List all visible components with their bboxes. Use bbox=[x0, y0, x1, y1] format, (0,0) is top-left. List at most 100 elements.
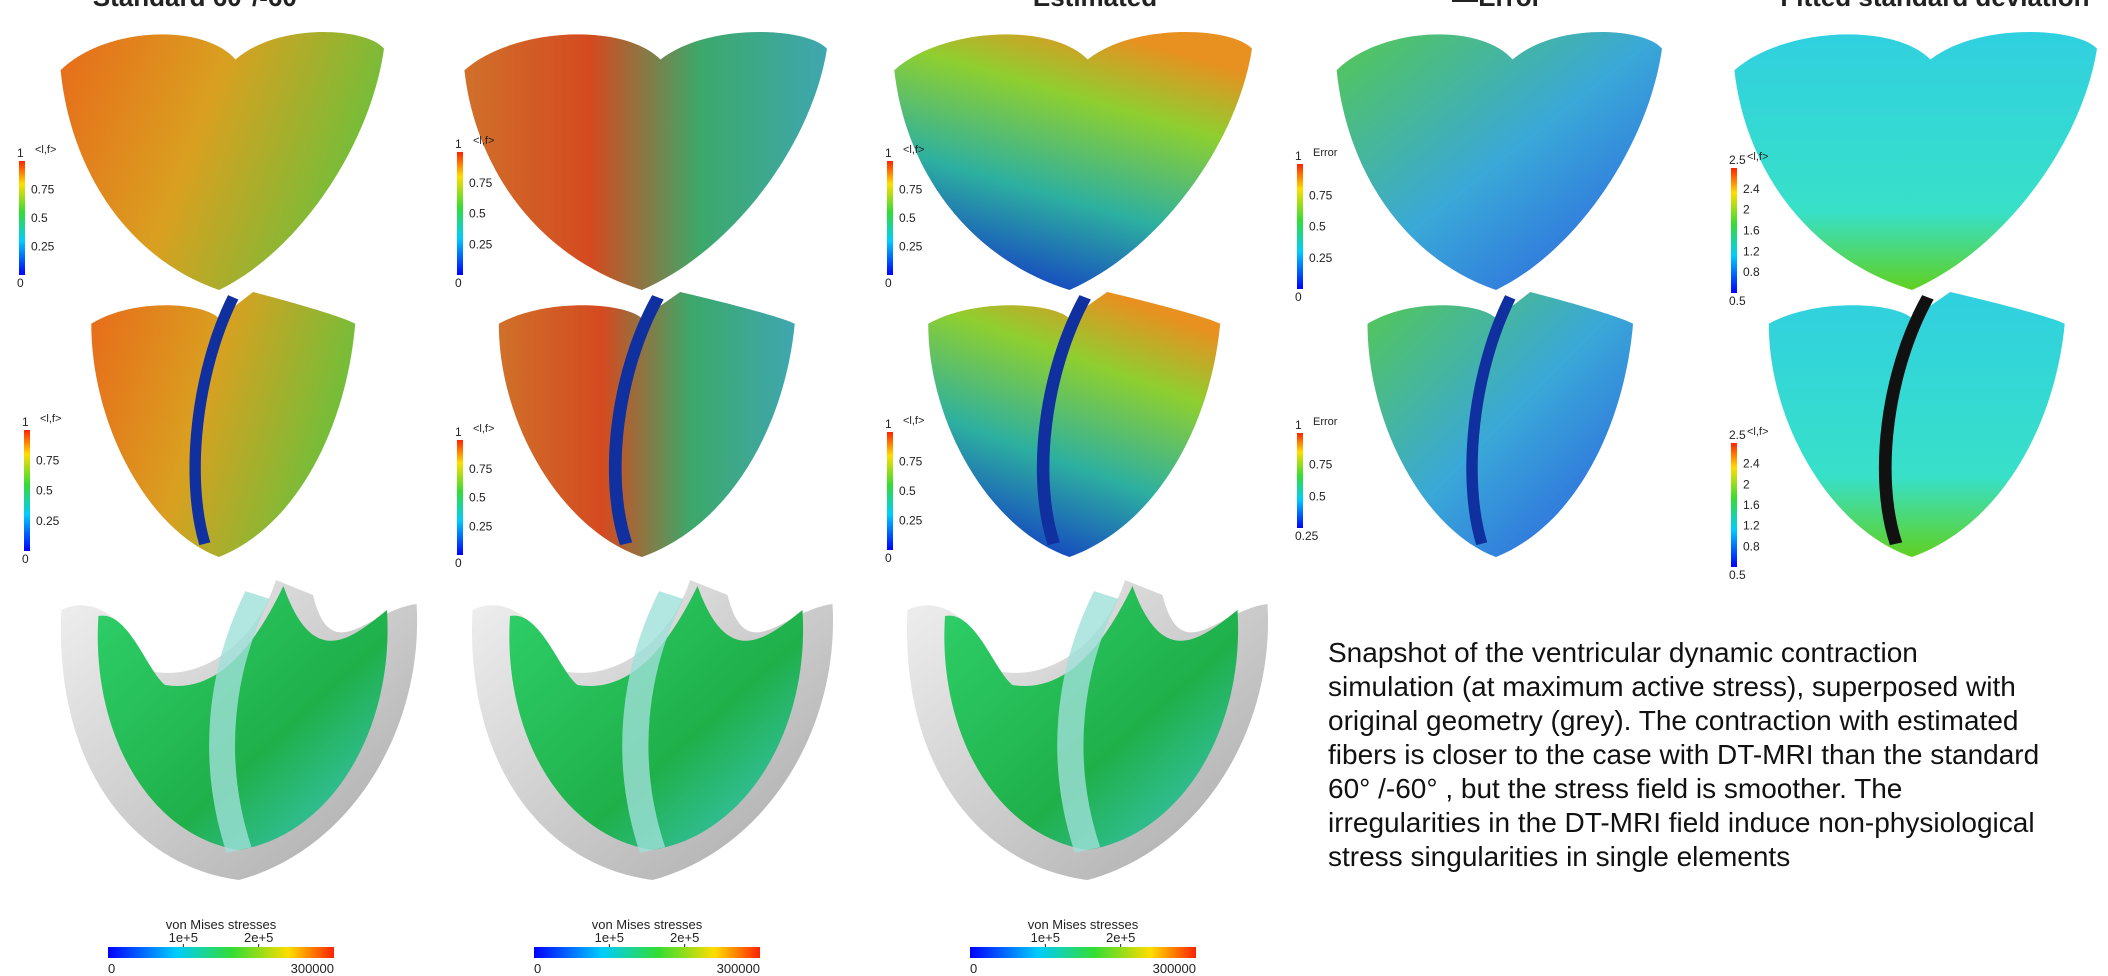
colorbar-label: <l,f> bbox=[903, 415, 924, 427]
colorbar-tick-label: 1 bbox=[1295, 149, 1302, 163]
column-title: Estimated bbox=[1033, 0, 1157, 12]
heart-section bbox=[1368, 292, 1634, 557]
colorbar-tick-label: 1 bbox=[1295, 418, 1302, 432]
colorbar-label: <l,f> bbox=[1747, 151, 1768, 163]
colorbar-tick-label: 1 bbox=[455, 137, 462, 151]
colorbar-tick-label: 0.5 bbox=[899, 484, 916, 498]
stressbar-tick-label: 2e+5 bbox=[1106, 930, 1135, 945]
colorbar-tick-label: 1.6 bbox=[1743, 498, 1760, 512]
stressbar bbox=[970, 947, 1196, 958]
colorbar-tick-label: 0.25 bbox=[469, 519, 493, 533]
column-title: Error bbox=[1478, 0, 1542, 12]
colorbar-tick-label: 0.8 bbox=[1743, 539, 1760, 553]
colorbar-label: <l,f> bbox=[473, 423, 494, 435]
stressbar-tick-label: 2e+5 bbox=[244, 930, 273, 945]
colorbar-label: Error bbox=[1313, 416, 1338, 428]
colorbar-tick-label: 0 bbox=[885, 551, 892, 565]
colorbar-tick-label: 0.75 bbox=[1309, 188, 1333, 202]
colorbar-tick-label: 0.75 bbox=[31, 183, 55, 197]
colorbar-tick-label: 0 bbox=[455, 276, 462, 290]
colorbar-tick-label: 0.5 bbox=[36, 484, 53, 498]
colorbar-tick-label: 0.25 bbox=[469, 237, 493, 251]
column-title: Fitted standard deviation bbox=[1780, 0, 2089, 12]
stressbar bbox=[534, 947, 760, 958]
colorbar-label: <l,f> bbox=[903, 144, 924, 156]
colorbar-tick-label: 1 bbox=[22, 415, 29, 429]
stressbar-min: 0 bbox=[108, 961, 115, 976]
colorbar bbox=[457, 440, 463, 555]
colorbar bbox=[24, 430, 30, 551]
colorbar bbox=[1731, 443, 1737, 567]
colorbar bbox=[1297, 164, 1303, 289]
colorbar bbox=[19, 161, 25, 275]
contraction-view bbox=[907, 580, 1268, 880]
heart-view bbox=[464, 32, 827, 290]
colorbar bbox=[887, 432, 893, 550]
colorbar-label: <l,f> bbox=[473, 135, 494, 147]
colorbar-tick-label: 0.5 bbox=[469, 491, 486, 505]
stressbar-tick-label: 1e+5 bbox=[595, 930, 624, 945]
colorbar-tick-label: 0.25 bbox=[1295, 529, 1319, 543]
heart-view bbox=[61, 32, 384, 290]
colorbar-tick-label: 0 bbox=[17, 276, 24, 290]
stressbar-min: 0 bbox=[534, 961, 541, 976]
colorbar-tick-label: 0.5 bbox=[1729, 568, 1746, 582]
heart-view bbox=[1337, 32, 1662, 290]
colorbar-tick-label: 0 bbox=[455, 556, 462, 570]
heart-surface bbox=[1734, 32, 2097, 290]
colorbar-tick-label: 0 bbox=[22, 552, 29, 566]
colorbar-label: <l,f> bbox=[40, 413, 61, 425]
legend-icon bbox=[1452, 0, 1478, 2]
figure-caption: Snapshot of the ventricular dynamic cont… bbox=[1328, 636, 2048, 874]
colorbar-tick-label: 0.5 bbox=[1309, 489, 1326, 503]
colorbar-tick-label: 1.2 bbox=[1743, 519, 1760, 533]
colorbar-tick-label: 0.8 bbox=[1743, 265, 1760, 279]
colorbar-tick-label: 0.5 bbox=[1729, 294, 1746, 308]
colorbar-label: Error bbox=[1313, 147, 1338, 159]
colorbar-tick-label: 1 bbox=[455, 425, 462, 439]
colorbar bbox=[457, 152, 463, 275]
colorbar-tick-label: 0.5 bbox=[1309, 220, 1326, 234]
stressbar-tick-label: 1e+5 bbox=[1031, 930, 1060, 945]
heart-texture bbox=[894, 32, 1252, 290]
stressbar-max: 300000 bbox=[1153, 961, 1196, 976]
colorbar bbox=[887, 161, 893, 275]
heart-view bbox=[894, 32, 1252, 290]
stressbar-min: 0 bbox=[970, 961, 977, 976]
colorbar-tick-label: 0.75 bbox=[469, 462, 493, 476]
heart-texture bbox=[61, 32, 384, 290]
stressbar-tick-label: 1e+5 bbox=[169, 930, 198, 945]
page: { "titles": ["Standard 60°/-60°", "Estim… bbox=[0, 0, 2108, 976]
colorbar-tick-label: 0 bbox=[1295, 290, 1302, 304]
colorbar-tick-label: 2.5 bbox=[1729, 153, 1746, 167]
colorbar-tick-label: 1 bbox=[885, 146, 892, 160]
colorbar-tick-label: 0.25 bbox=[36, 514, 60, 528]
heart-texture bbox=[1337, 32, 1662, 290]
heart-section bbox=[499, 292, 795, 557]
colorbar-tick-label: 0 bbox=[885, 276, 892, 290]
colorbar bbox=[1731, 168, 1737, 293]
colorbar-label: <l,f> bbox=[1747, 426, 1768, 438]
stressbar-tick-label: 2e+5 bbox=[670, 930, 699, 945]
colorbar-tick-label: 0.75 bbox=[1309, 458, 1333, 472]
colorbar-tick-label: 0.25 bbox=[899, 514, 923, 528]
colorbar-tick-label: 0.5 bbox=[899, 211, 916, 225]
colorbar-tick-label: 2.4 bbox=[1743, 182, 1760, 196]
colorbar-tick-label: 1.6 bbox=[1743, 224, 1760, 238]
heart-section bbox=[91, 292, 355, 557]
contraction-view bbox=[61, 580, 417, 880]
colorbar bbox=[1297, 433, 1303, 528]
colorbar-tick-label: 2.4 bbox=[1743, 457, 1760, 471]
colorbar-tick-label: 0.75 bbox=[899, 455, 923, 469]
colorbar-tick-label: 2.5 bbox=[1729, 428, 1746, 442]
colorbar-tick-label: 0.75 bbox=[469, 176, 493, 190]
heart-texture bbox=[464, 32, 827, 290]
stressbar-max: 300000 bbox=[291, 961, 334, 976]
colorbar-tick-label: 1 bbox=[885, 417, 892, 431]
colorbar-tick-label: 2 bbox=[1743, 203, 1750, 217]
colorbar-tick-label: 0.25 bbox=[1309, 251, 1333, 265]
contraction-view bbox=[472, 580, 833, 880]
colorbar-tick-label: 0.25 bbox=[899, 240, 923, 254]
column-title: Standard 60°/-60° bbox=[93, 0, 307, 12]
colorbar-tick-label: 1.2 bbox=[1743, 244, 1760, 258]
